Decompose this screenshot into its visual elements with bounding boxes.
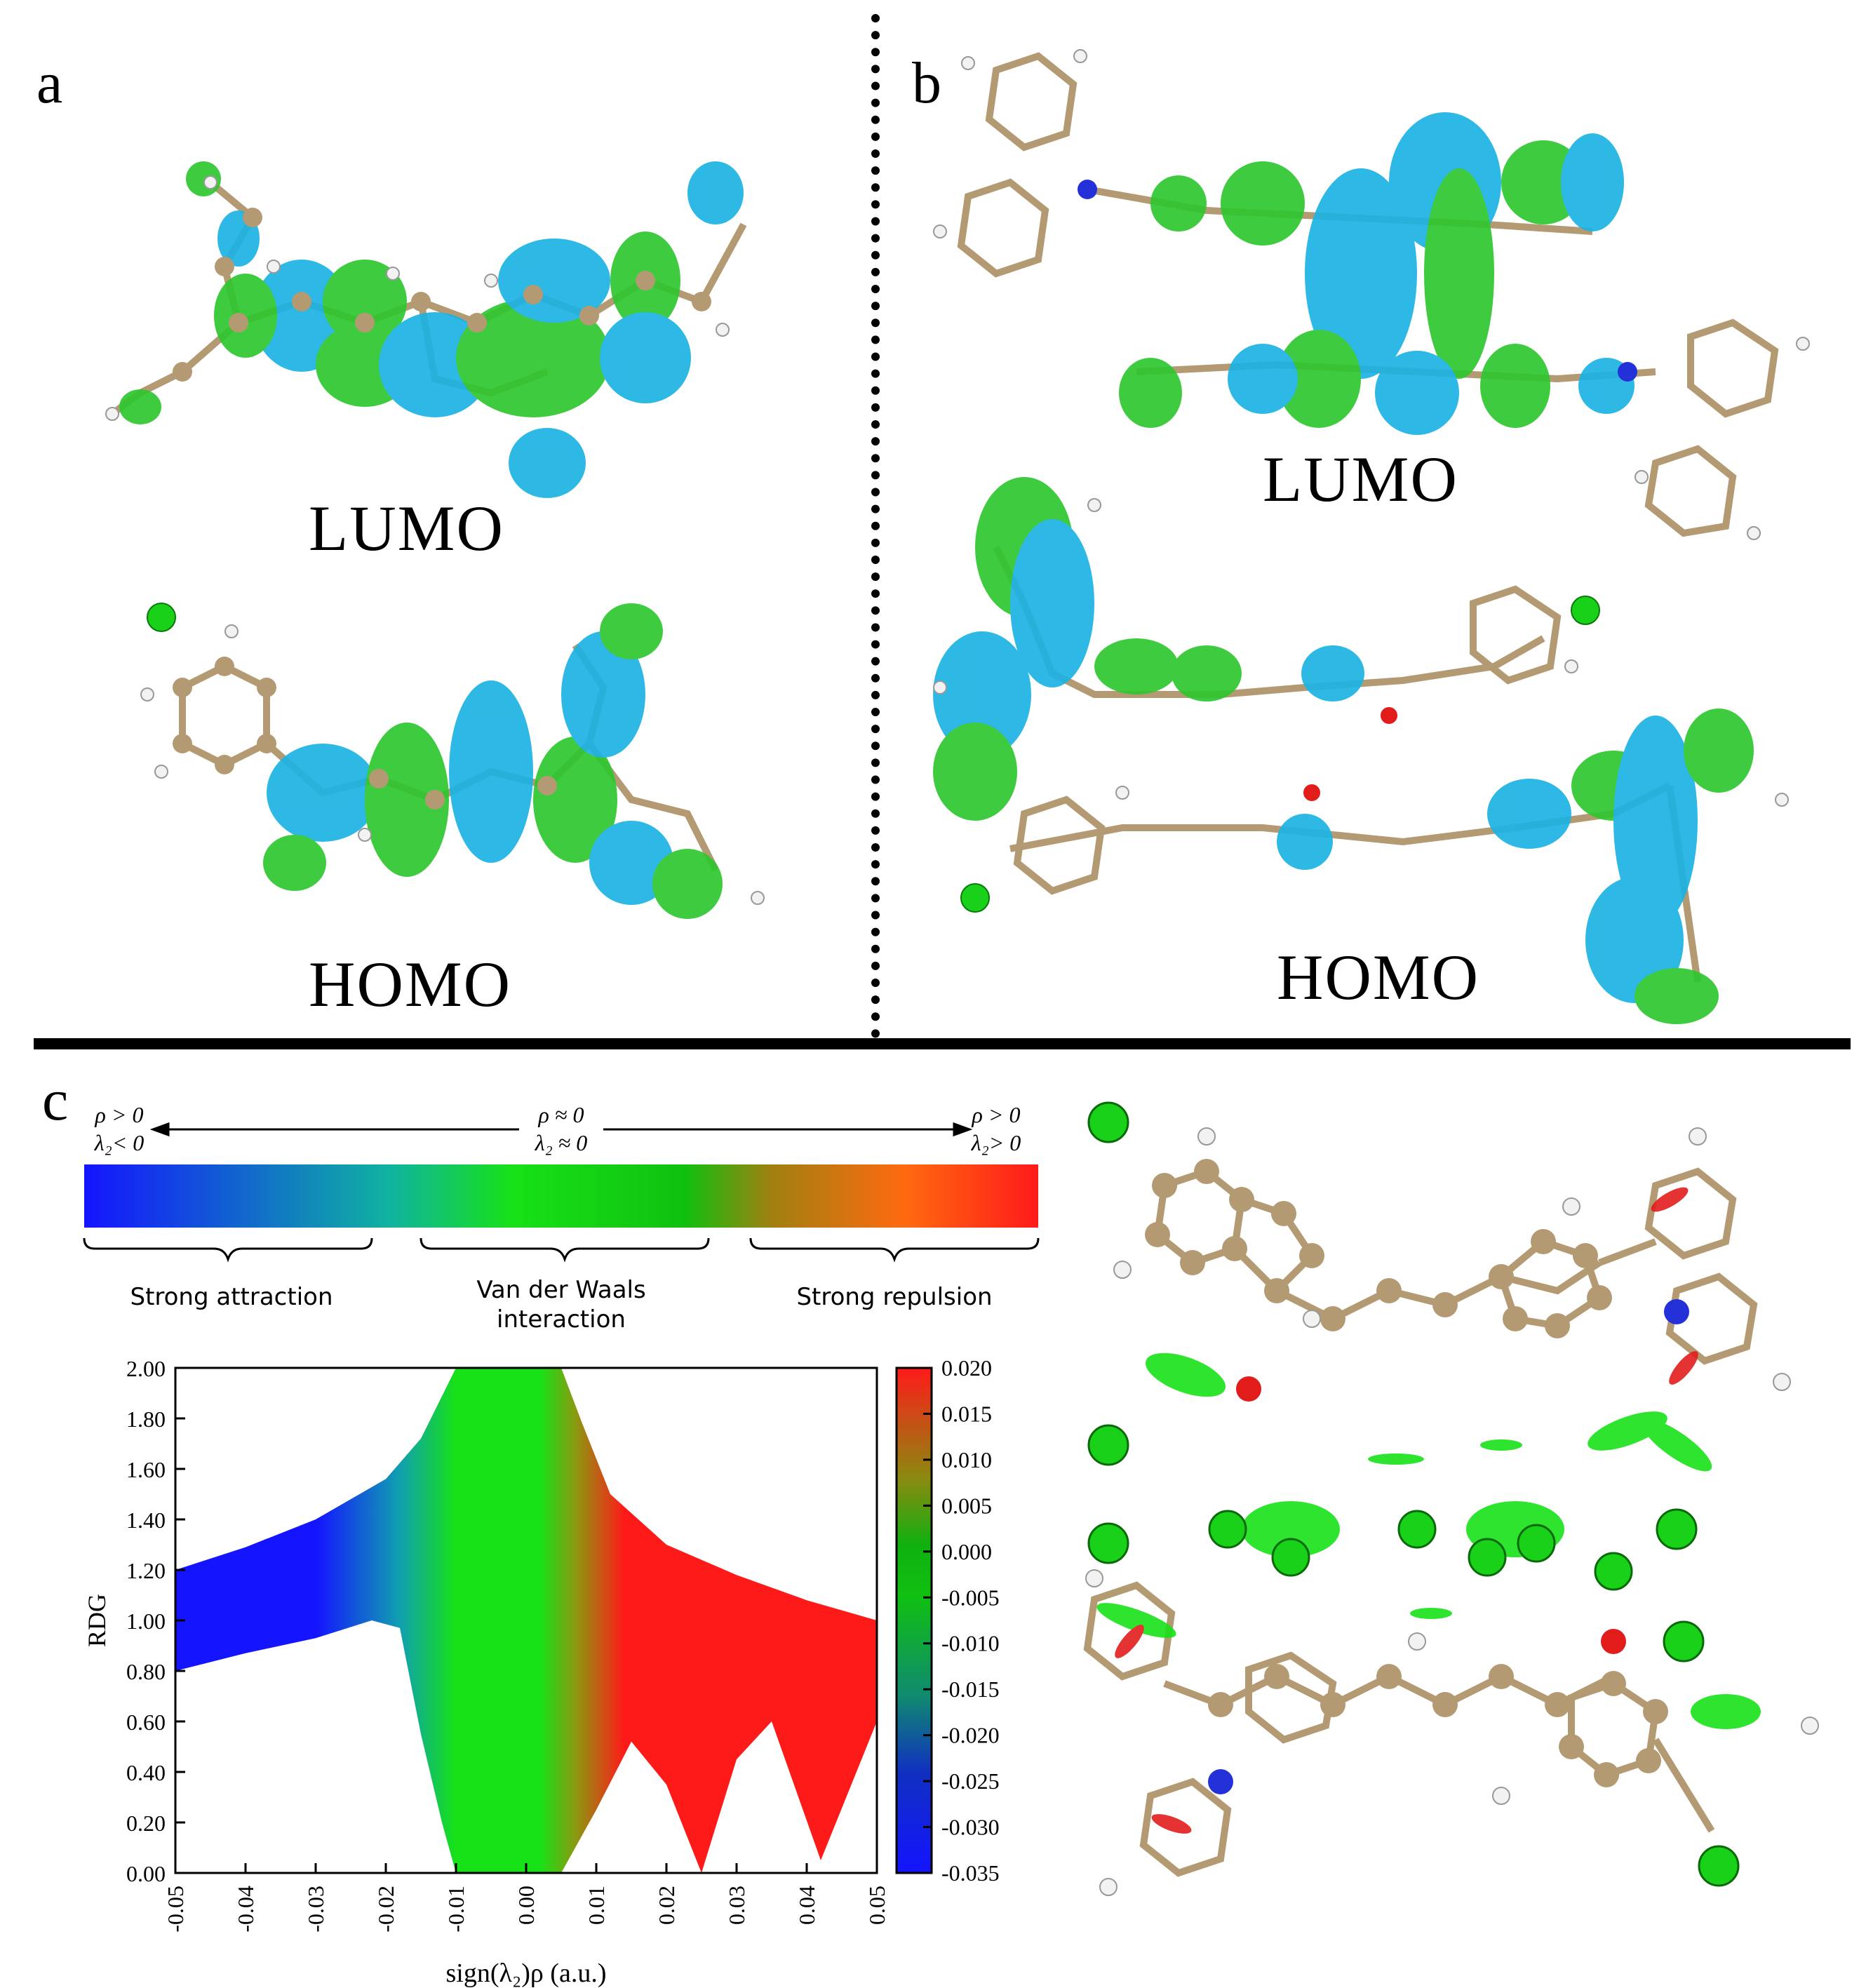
colorbar-tick-label: 0.005 (941, 1493, 992, 1518)
panel-a-homo-molecule (140, 603, 765, 919)
panel-b-homo-label: HOMO (1277, 941, 1480, 1013)
scale-left-lambda: λ₂< 0 (94, 1130, 145, 1155)
colorbar-tick-label: -0.035 (941, 1860, 1000, 1886)
panel-label-c: c (42, 1068, 69, 1133)
panel-label-a: a (36, 51, 63, 116)
y-tick-label: 1.60 (126, 1457, 166, 1482)
scale-mid-lambda: λ₂ ≈ 0 (535, 1130, 588, 1155)
strong-repulsion-label: Strong repulsion (796, 1283, 992, 1311)
x-axis-label: sign(λ₂)ρ (a.u.) (446, 1959, 607, 1988)
x-tick-label: -0.01 (443, 1886, 469, 1933)
scale-right-rho: ρ > 0 (972, 1102, 1021, 1127)
x-tick-label: 0.00 (514, 1886, 539, 1925)
colorbar-tick-label: -0.025 (941, 1768, 1000, 1794)
vdw-label-line1: Van der Waals (476, 1276, 645, 1304)
rdg-scatter-region (175, 1368, 877, 1873)
colorbar (895, 1366, 933, 1874)
rdg-scatter-chart: 0.00 0.20 0.40 0.60 0.80 1.00 1.20 1.40 1.60 1.80… (83, 1355, 1000, 1988)
x-tick-label: 0.04 (794, 1886, 819, 1925)
colorbar-tick-label: 0.015 (941, 1401, 992, 1426)
colorbar-tick-label: -0.030 (941, 1815, 1000, 1840)
scale-right-lambda: λ₂> 0 (971, 1130, 1021, 1155)
colorbar-tick-label: -0.005 (941, 1585, 1000, 1610)
y-tick-label: 1.20 (126, 1558, 166, 1583)
y-tick-label: 1.40 (126, 1507, 166, 1533)
y-tick-label: 1.80 (126, 1406, 166, 1432)
panel-a-lumo-label: LUMO (309, 492, 504, 564)
colorbar-tick-label: -0.015 (941, 1677, 1000, 1702)
scale-mid-rho: ρ ≈ 0 (538, 1102, 584, 1127)
panel-b-lumo-label: LUMO (1263, 443, 1458, 515)
colorbar-tick-label: 0.000 (941, 1539, 992, 1564)
y-tick-label: 1.00 (126, 1608, 166, 1634)
x-tick-label: 0.05 (864, 1886, 890, 1925)
x-tick-label: -0.05 (163, 1886, 188, 1933)
colorbar-tick-label: -0.020 (941, 1723, 1000, 1748)
x-tick-label: 0.03 (724, 1886, 749, 1925)
panel-b-homo-dimer (933, 477, 1789, 1024)
vdw-label-line2: interaction (497, 1305, 626, 1334)
plot-frame (174, 1366, 878, 1874)
panel-label-b: b (912, 51, 941, 116)
panel-b-lumo-dimer (933, 49, 1810, 540)
vertical-dotted-divider (871, 14, 880, 1038)
y-axis-label: RDG (83, 1594, 111, 1647)
y-tick-label: 0.80 (126, 1659, 166, 1684)
x-tick-label: -0.04 (233, 1886, 258, 1933)
nci-isosurface-molecule (1083, 1101, 1819, 1896)
colorbar-tick-label: -0.010 (941, 1631, 1000, 1656)
panel-a-lumo-molecule (105, 161, 747, 498)
scale-gradient-bar (84, 1164, 1038, 1228)
x-tick-label: -0.02 (373, 1886, 398, 1933)
x-tick-label: 0.01 (584, 1886, 609, 1925)
y-tick-label: 0.60 (126, 1710, 166, 1735)
y-tick-label: 0.00 (126, 1861, 166, 1886)
x-tick-label: 0.02 (654, 1886, 679, 1925)
horizontal-divider (34, 1038, 1851, 1049)
interaction-scale-bar: ρ > 0 λ₂< 0 ρ ≈ 0 λ₂ ≈ 0 ρ > 0 λ₂> 0 Str… (83, 1102, 1040, 1334)
scale-left-rho: ρ > 0 (95, 1102, 144, 1127)
colorbar-tick-label: 0.010 (941, 1447, 992, 1472)
panel-a-homo-label: HOMO (309, 948, 512, 1020)
y-tick-label: 2.00 (126, 1356, 166, 1381)
strong-attraction-label: Strong attraction (130, 1283, 333, 1311)
y-tick-label: 0.40 (126, 1760, 166, 1785)
x-tick-label: -0.03 (303, 1886, 328, 1933)
y-tick-label: 0.20 (126, 1811, 166, 1836)
colorbar-tick-label: 0.020 (941, 1355, 992, 1381)
